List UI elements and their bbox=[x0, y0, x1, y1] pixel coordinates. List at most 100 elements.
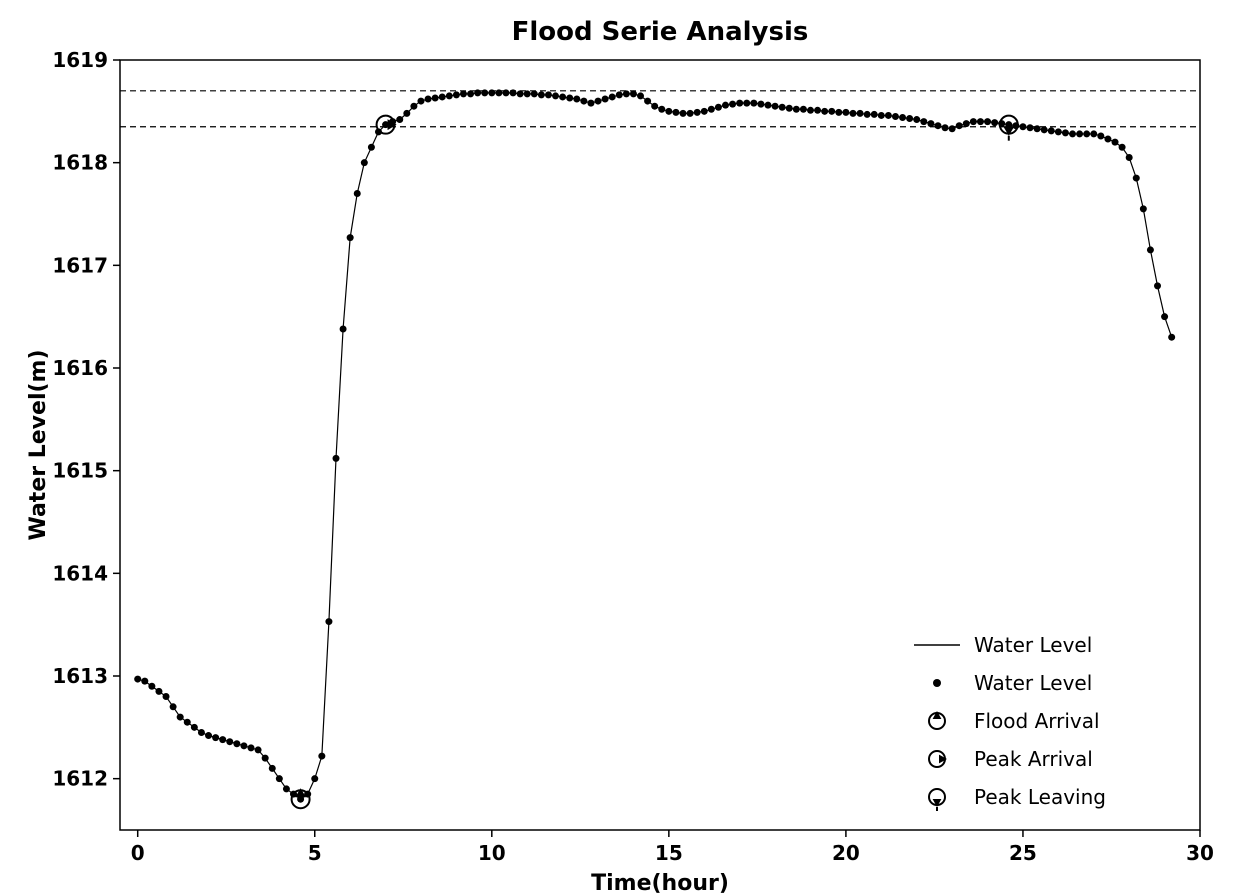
water-level-point bbox=[255, 746, 262, 753]
water-level-point bbox=[892, 113, 899, 120]
water-level-point bbox=[616, 91, 623, 98]
water-level-point bbox=[198, 729, 205, 736]
water-level-point bbox=[368, 144, 375, 151]
water-level-point bbox=[184, 719, 191, 726]
water-level-point bbox=[1161, 313, 1168, 320]
water-level-point bbox=[672, 109, 679, 116]
water-level-point bbox=[488, 89, 495, 96]
xtick-label: 30 bbox=[1186, 841, 1214, 865]
water-level-point bbox=[361, 159, 368, 166]
water-level-point bbox=[906, 115, 913, 122]
water-level-point bbox=[538, 91, 545, 98]
water-level-point bbox=[623, 90, 630, 97]
water-level-point bbox=[417, 98, 424, 105]
ytick-label: 1612 bbox=[52, 767, 108, 791]
water-level-point bbox=[474, 89, 481, 96]
water-level-point bbox=[949, 125, 956, 132]
flood-chart: 0510152025301612161316141615161616171618… bbox=[0, 0, 1239, 896]
water-level-point bbox=[1027, 124, 1034, 131]
water-level-point bbox=[1069, 130, 1076, 137]
y-axis-label: Water Level(m) bbox=[26, 349, 51, 540]
water-level-point bbox=[446, 92, 453, 99]
water-level-point bbox=[148, 683, 155, 690]
water-level-point bbox=[1126, 154, 1133, 161]
water-level-point bbox=[177, 714, 184, 721]
water-level-point bbox=[1083, 130, 1090, 137]
legend-dot-icon bbox=[933, 679, 941, 687]
water-level-point bbox=[637, 92, 644, 99]
water-level-point bbox=[191, 724, 198, 731]
water-level-point bbox=[580, 98, 587, 105]
water-level-point bbox=[665, 108, 672, 115]
water-level-point bbox=[453, 91, 460, 98]
water-level-point bbox=[1154, 282, 1161, 289]
water-level-point bbox=[963, 120, 970, 127]
water-level-point bbox=[531, 90, 538, 97]
water-level-point bbox=[885, 112, 892, 119]
xtick-label: 20 bbox=[832, 841, 860, 865]
water-level-point bbox=[644, 98, 651, 105]
water-level-point bbox=[1140, 205, 1147, 212]
chart-container: 0510152025301612161316141615161616171618… bbox=[0, 0, 1239, 896]
xtick-label: 15 bbox=[655, 841, 683, 865]
water-level-point bbox=[318, 753, 325, 760]
water-level-point bbox=[814, 107, 821, 114]
water-level-point bbox=[248, 744, 255, 751]
water-level-point bbox=[1119, 144, 1126, 151]
water-level-point bbox=[403, 110, 410, 117]
water-level-point bbox=[1133, 175, 1140, 182]
ytick-label: 1615 bbox=[52, 459, 108, 483]
water-level-point bbox=[432, 94, 439, 101]
water-level-point bbox=[524, 90, 531, 97]
water-level-point bbox=[927, 120, 934, 127]
water-level-point bbox=[779, 104, 786, 111]
water-level-point bbox=[502, 89, 509, 96]
water-level-point bbox=[977, 118, 984, 125]
water-level-point bbox=[680, 110, 687, 117]
water-level-point bbox=[1062, 129, 1069, 136]
water-level-point bbox=[276, 775, 283, 782]
xtick-label: 5 bbox=[308, 841, 322, 865]
chart-title: Flood Serie Analysis bbox=[512, 17, 809, 47]
water-level-point bbox=[722, 102, 729, 109]
water-level-point bbox=[1076, 130, 1083, 137]
water-level-point bbox=[510, 89, 517, 96]
water-level-point bbox=[262, 755, 269, 762]
water-level-point bbox=[694, 109, 701, 116]
water-level-point bbox=[566, 94, 573, 101]
water-level-point bbox=[552, 92, 559, 99]
water-level-point bbox=[1097, 132, 1104, 139]
water-level-point bbox=[821, 108, 828, 115]
water-level-point bbox=[757, 101, 764, 108]
water-level-point bbox=[212, 734, 219, 741]
water-level-point bbox=[793, 106, 800, 113]
water-level-point bbox=[991, 119, 998, 126]
water-level-point bbox=[835, 109, 842, 116]
legend-label: Water Level bbox=[974, 633, 1092, 657]
water-level-point bbox=[155, 688, 162, 695]
water-level-point bbox=[545, 91, 552, 98]
legend-label: Water Level bbox=[974, 671, 1092, 695]
water-level-point bbox=[765, 102, 772, 109]
ytick-label: 1613 bbox=[52, 664, 108, 688]
water-level-point bbox=[573, 96, 580, 103]
water-level-point bbox=[913, 116, 920, 123]
water-level-point bbox=[595, 98, 602, 105]
water-level-point bbox=[956, 122, 963, 129]
water-level-point bbox=[786, 105, 793, 112]
water-level-point bbox=[460, 90, 467, 97]
water-level-point bbox=[878, 112, 885, 119]
water-level-point bbox=[333, 455, 340, 462]
water-level-point bbox=[984, 118, 991, 125]
water-level-point bbox=[425, 96, 432, 103]
water-level-point bbox=[899, 114, 906, 121]
water-level-point bbox=[1090, 130, 1097, 137]
water-level-point bbox=[495, 89, 502, 96]
water-level-point bbox=[708, 106, 715, 113]
ytick-label: 1617 bbox=[52, 253, 108, 277]
water-level-point bbox=[750, 100, 757, 107]
water-level-point bbox=[559, 93, 566, 100]
legend-label: Peak Arrival bbox=[974, 747, 1093, 771]
water-level-point bbox=[857, 110, 864, 117]
water-level-point bbox=[240, 742, 247, 749]
